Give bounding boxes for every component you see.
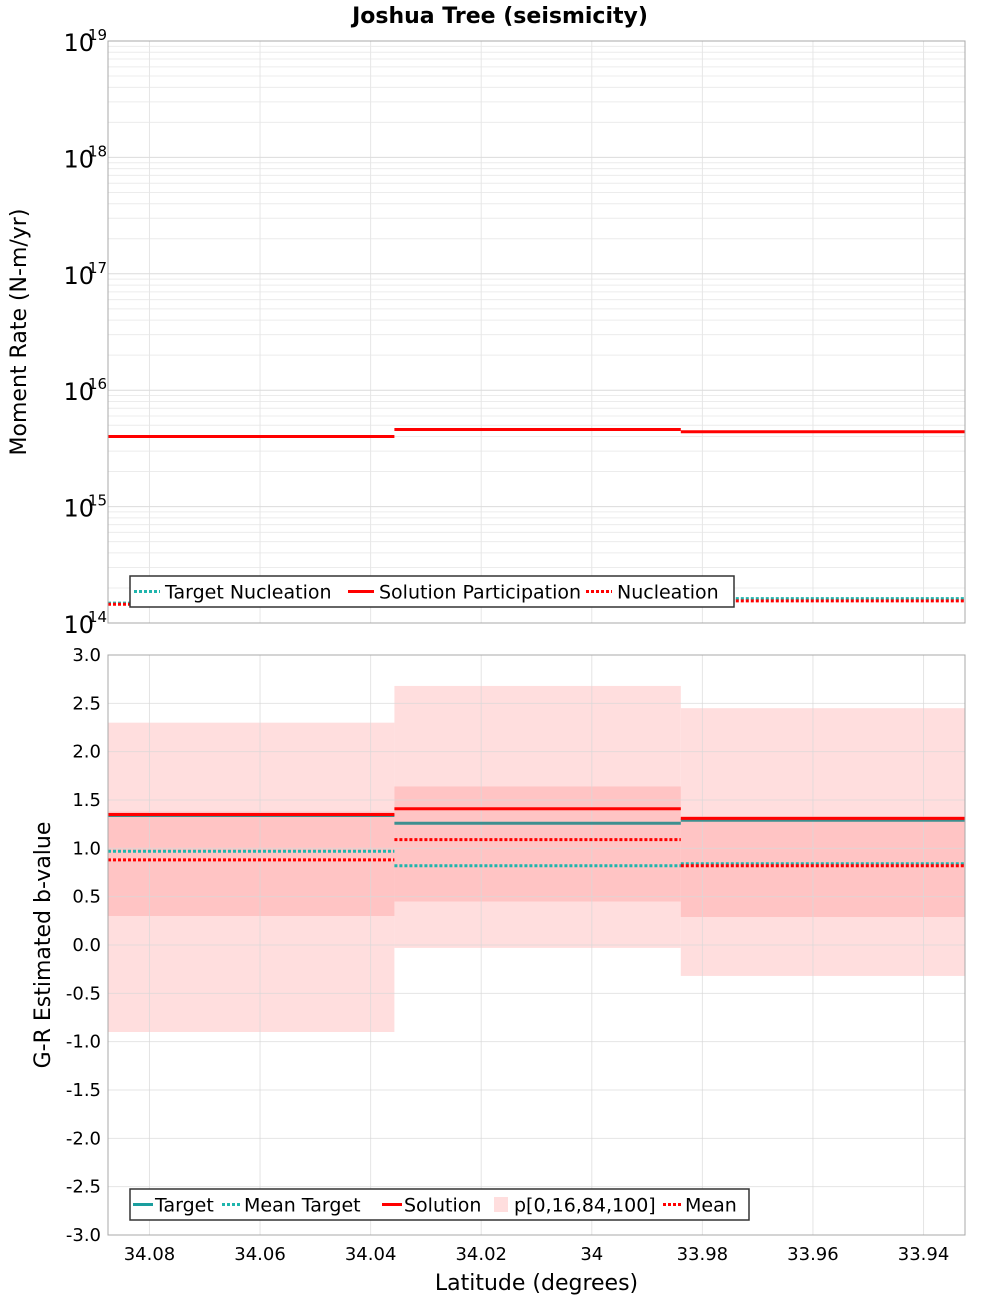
y-tick-exponent: 19	[88, 26, 107, 44]
legend: Target Mean Target Solution p[0,16,84,100] M…	[129, 1188, 750, 1221]
b-value-panel: -3.0 -2.5 -2.0 -1.5 -1.0 -0.5 0.0 0.5 1.0 1.5 2.0 2…	[31, 645, 966, 1296]
legend-label: p[0,16,84,100]	[514, 1195, 656, 1217]
legend: Target Nucleation Solution Participation N…	[129, 575, 735, 608]
legend-label: Target Nucleation	[164, 582, 332, 604]
y-tick-label: 0.5	[72, 887, 101, 908]
y-tick-exponent: 15	[88, 492, 107, 510]
legend-label: Mean	[685, 1195, 737, 1217]
x-tick-label: 33.96	[787, 1244, 839, 1265]
y-tick-label: -1.5	[66, 1080, 101, 1101]
y-tick-label: 10	[63, 495, 94, 523]
y-tick-label: 10	[63, 611, 94, 639]
x-tick-label: 34.06	[234, 1244, 286, 1265]
x-tick-label: 34.02	[455, 1244, 507, 1265]
y-tick-label: -2.0	[66, 1128, 101, 1149]
y-tick-label: 2.5	[72, 693, 101, 714]
y-tick-label: 10	[63, 29, 94, 57]
y-tick-label: 0.0	[72, 935, 101, 956]
legend-label: Solution Participation	[379, 582, 581, 604]
y-axis-label: G-R Estimated b-value	[31, 822, 56, 1069]
x-tick-label: 33.94	[898, 1244, 950, 1265]
y-tick-label: 1.5	[72, 790, 101, 811]
legend-label: Solution	[404, 1195, 481, 1217]
y-tick-label: 1.0	[72, 838, 101, 859]
y-tick-label: 3.0	[72, 645, 101, 666]
legend-label: Target	[154, 1195, 214, 1217]
y-tick-label: -2.5	[66, 1177, 101, 1198]
legend-label: Mean Target	[244, 1195, 361, 1217]
y-axis-label: Moment Rate (N-m/yr)	[7, 209, 32, 456]
y-tick-exponent: 14	[88, 608, 107, 626]
y-tick-exponent: 17	[88, 259, 107, 277]
chart-title: Joshua Tree (seismicity)	[350, 4, 648, 29]
x-tick-label: 34.08	[124, 1244, 176, 1265]
legend-label: Nucleation	[617, 582, 719, 604]
y-tick-label: -3.0	[66, 1225, 101, 1246]
y-tick-label: 2.0	[72, 742, 101, 763]
x-axis-label: Latitude (degrees)	[435, 1271, 638, 1296]
y-tick-label: -0.5	[66, 983, 101, 1004]
legend-box	[129, 575, 735, 608]
y-tick-exponent: 18	[88, 142, 107, 160]
band-inner	[394, 786, 681, 902]
x-tick-label: 33.98	[677, 1244, 729, 1265]
y-tick-label: 10	[63, 145, 94, 173]
plot-frame	[107, 654, 966, 1236]
y-tick-label: 10	[63, 262, 94, 290]
plot-background	[108, 41, 965, 623]
x-tick-label: 34.04	[345, 1244, 397, 1265]
band-inner	[108, 811, 395, 916]
legend-swatch	[494, 1197, 508, 1212]
y-tick-exponent: 16	[88, 375, 107, 393]
x-tick-label: 34	[580, 1244, 603, 1265]
plot-frame	[107, 40, 966, 624]
y-tick-label: -1.0	[66, 1032, 101, 1053]
y-tick-label: 10	[63, 378, 94, 406]
